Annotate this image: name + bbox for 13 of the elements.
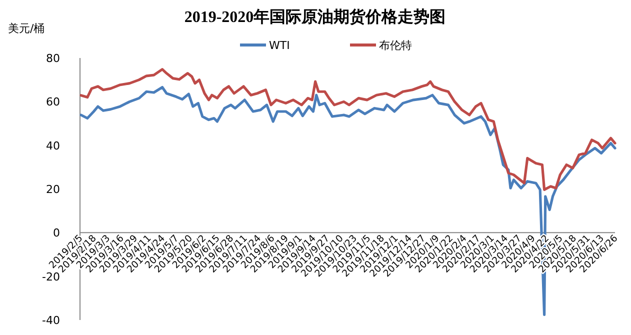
ylabel: 美元/桶 xyxy=(8,22,45,35)
legend-label: 布伦特 xyxy=(379,39,412,52)
legend-label: WTI xyxy=(269,39,290,52)
ytick: -20 xyxy=(42,270,60,284)
legend-item: WTI xyxy=(240,39,290,52)
title: 2019-2020年国际原油期货价格走势图 xyxy=(184,9,446,26)
ytick: 40 xyxy=(46,139,60,152)
ytick: 60 xyxy=(46,96,60,109)
ytick: 20 xyxy=(46,183,60,196)
ytick: 0 xyxy=(53,226,60,240)
ytick: 80 xyxy=(46,52,60,65)
ytick: -40 xyxy=(42,314,60,327)
legend-item: 布伦特 xyxy=(350,39,412,52)
